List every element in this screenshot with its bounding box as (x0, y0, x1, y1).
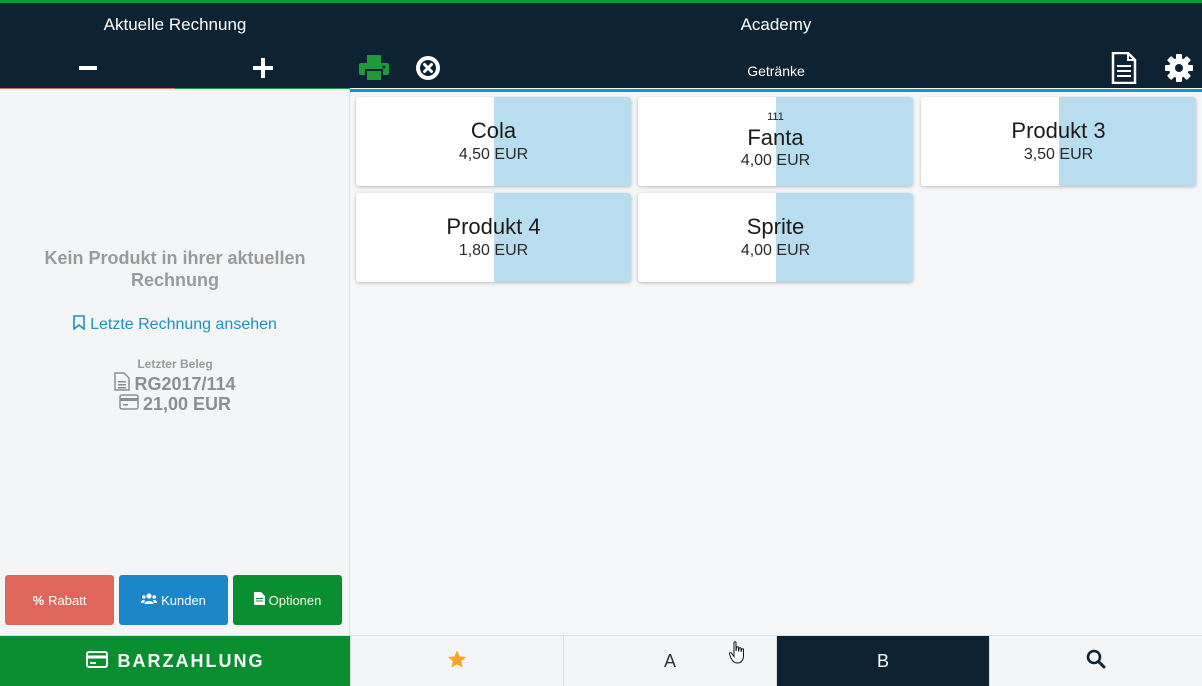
product-name: Fanta (747, 125, 804, 150)
product-name: Produkt 3 (1011, 118, 1106, 143)
category-label: Getränke (747, 63, 805, 79)
discount-label: Rabatt (48, 592, 87, 608)
close-circle-icon (415, 55, 441, 86)
settings-button[interactable] (1161, 53, 1197, 87)
product-price: 4,00 EUR (740, 242, 811, 259)
top-bar: Aktuelle Rechnung Academy (0, 0, 1202, 92)
product-tile-highlight (494, 97, 631, 186)
app-title: Academy (740, 15, 812, 34)
tab-b[interactable]: B (776, 636, 989, 686)
search-icon (1086, 649, 1106, 674)
last-receipt-number: RG2017/114 (134, 373, 236, 394)
product-tile-highlight (1059, 97, 1196, 186)
printer-icon (359, 54, 389, 86)
product-tile-highlight (776, 97, 913, 186)
tab-search[interactable] (989, 636, 1202, 686)
tab-a-label: A (663, 651, 676, 671)
file-icon (114, 372, 131, 396)
product-price: 4,00 EUR (740, 152, 811, 169)
invoice-panel: Kein Produkt in ihrer aktuellen Rechnung… (0, 89, 350, 635)
product-price: 4,50 EUR (458, 146, 529, 163)
last-receipt-label: Letzter Beleg (137, 357, 213, 371)
customers-label: Kunden (161, 592, 206, 608)
current-invoice-title: Aktuelle Rechnung (103, 15, 247, 34)
cancel-button[interactable] (410, 53, 446, 87)
last-receipt-amount: 21,00 EUR (142, 394, 232, 414)
decrease-button[interactable] (0, 53, 175, 88)
tab-favorites[interactable] (350, 636, 563, 686)
empty-invoice-message: Kein Produkt in ihrer aktuellen Rechnung (44, 248, 306, 290)
product-price: 1,80 EUR (458, 242, 529, 259)
bookmark-icon (73, 315, 85, 335)
cash-payment-button[interactable]: BARZAHLUNG (0, 636, 350, 686)
product-tile-cola[interactable]: Cola 4,50 EUR (356, 97, 631, 186)
discount-button[interactable]: % Rabatt (5, 575, 114, 625)
product-tile-highlight (776, 193, 913, 282)
product-tile-fanta[interactable]: 111 Fanta 4,00 EUR (638, 97, 913, 186)
percent-icon: % (32, 592, 45, 608)
product-name: Produkt 4 (446, 214, 541, 239)
print-button[interactable] (356, 53, 392, 87)
plus-icon (252, 58, 273, 83)
options-button[interactable]: Optionen (233, 575, 342, 625)
last-receipt-number-row: RG2017/114 (0, 372, 350, 396)
credit-card-icon (85, 650, 108, 673)
file-text-icon (253, 592, 265, 608)
product-tile-produkt-4[interactable]: Produkt 4 1,80 EUR (356, 193, 631, 282)
credit-card-icon (119, 394, 139, 415)
category-underline (350, 89, 1202, 92)
bottom-bar: BARZAHLUNG A B (0, 635, 1202, 686)
star-icon (447, 650, 467, 674)
view-last-invoice-link[interactable]: Letzte Rechnung ansehen (0, 315, 350, 335)
gear-icon (1165, 53, 1193, 87)
cash-payment-label: BARZAHLUNG (117, 651, 265, 671)
customers-button[interactable]: Kunden (119, 575, 228, 625)
product-tile-produkt-3[interactable]: Produkt 3 3,50 EUR (921, 97, 1196, 186)
product-tile-sprite[interactable]: Sprite 4,00 EUR (638, 193, 913, 282)
document-icon (1111, 51, 1137, 89)
product-number: 111 (767, 111, 784, 123)
tab-b-label: B (876, 651, 889, 671)
product-tile-highlight (494, 193, 631, 282)
increase-button[interactable] (175, 53, 350, 88)
product-name: Sprite (746, 214, 805, 239)
product-price: 3,50 EUR (1023, 146, 1094, 163)
view-last-invoice-label: Letzte Rechnung ansehen (90, 316, 277, 333)
users-icon (141, 592, 158, 608)
hand-cursor-icon (728, 641, 747, 670)
document-button[interactable] (1106, 51, 1142, 89)
product-name: Cola (470, 118, 517, 143)
last-receipt-amount-row: 21,00 EUR (0, 394, 350, 415)
minus-icon (78, 59, 97, 82)
options-label: Optionen (268, 592, 322, 608)
